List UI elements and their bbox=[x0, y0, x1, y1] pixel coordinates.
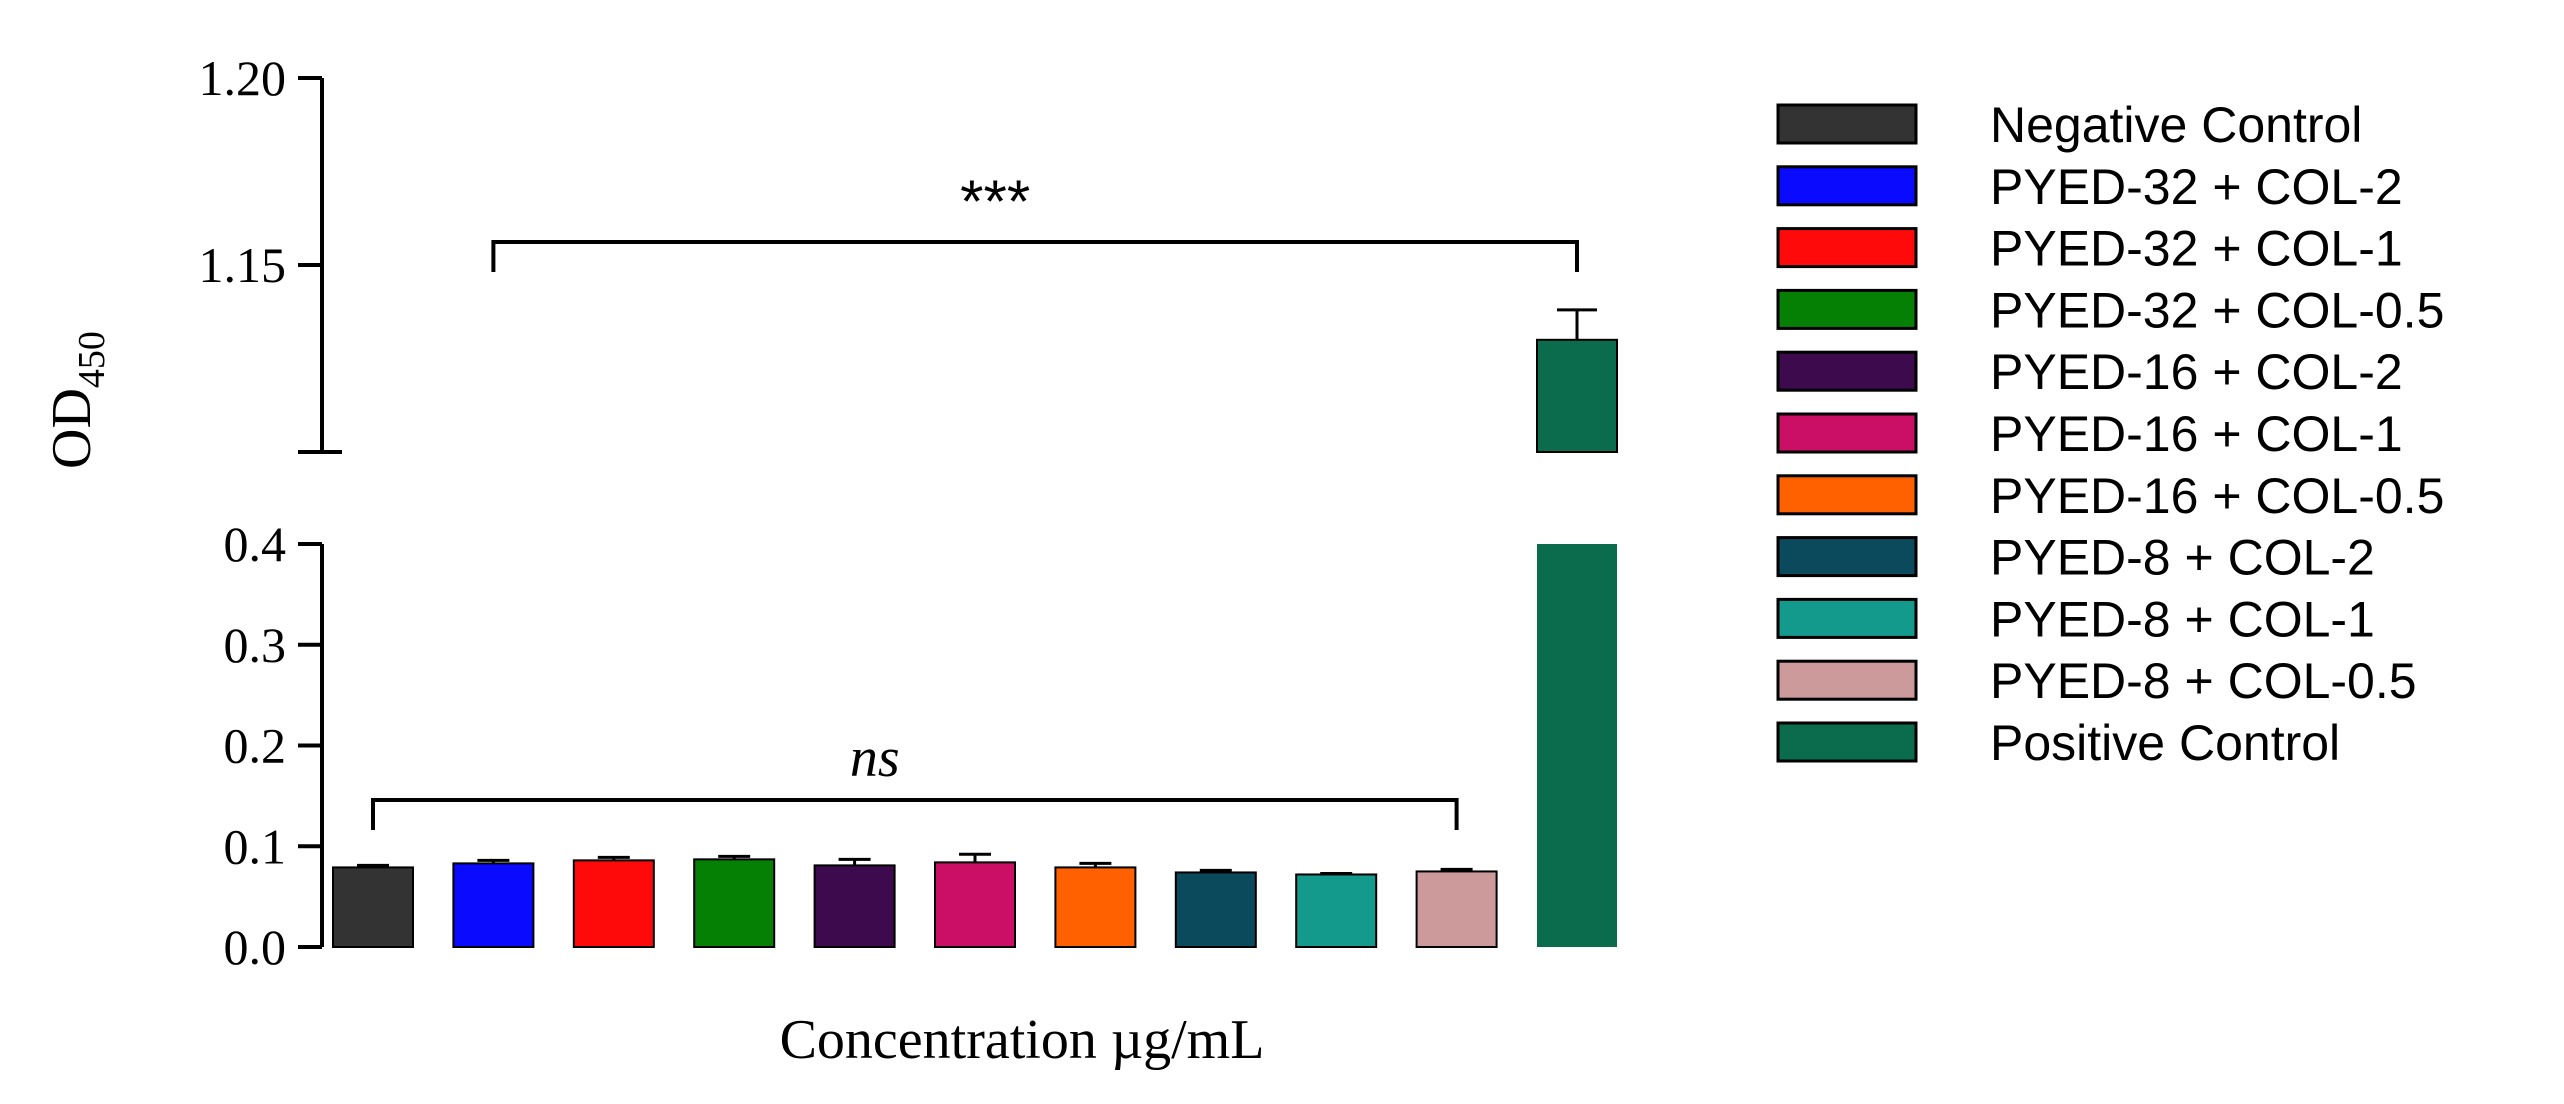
legend-label: PYED-32 + COL-0.5 bbox=[1990, 282, 2444, 338]
legend-label: PYED-16 + COL-0.5 bbox=[1990, 468, 2444, 524]
legend-swatch bbox=[1776, 721, 1918, 763]
legend-label: PYED-8 + COL-2 bbox=[1990, 530, 2375, 586]
significance-annotations: *** ns bbox=[371, 168, 1579, 830]
bar bbox=[1295, 873, 1378, 949]
legend-label: PYED-32 + COL-2 bbox=[1990, 159, 2403, 215]
y-tick-label: 0.0 bbox=[224, 919, 287, 975]
bars bbox=[332, 338, 1618, 949]
bar bbox=[572, 859, 655, 948]
bar-upper-segment bbox=[1536, 338, 1618, 453]
error-bars bbox=[357, 308, 1597, 875]
x-axis-title: Concentration µg/mL bbox=[780, 1009, 1265, 1071]
bar bbox=[452, 862, 535, 948]
y-axis-title-subscript: 450 bbox=[71, 331, 113, 388]
bar bbox=[332, 866, 414, 948]
legend-swatch bbox=[1776, 288, 1918, 330]
bar bbox=[693, 858, 776, 948]
legend-label: PYED-8 + COL-1 bbox=[1990, 591, 2375, 647]
y-ticks: 0.0 0.1 0.2 0.3 0.4 1.15 1.20 bbox=[199, 50, 322, 975]
bar bbox=[1174, 871, 1257, 949]
bar bbox=[934, 861, 1016, 948]
y-tick-label: 0.4 bbox=[224, 516, 287, 572]
bar bbox=[1415, 870, 1498, 948]
legend-label: PYED-16 + COL-2 bbox=[1990, 344, 2403, 400]
legend-label: PYED-8 + COL-0.5 bbox=[1990, 653, 2417, 709]
legend-swatch bbox=[1776, 165, 1918, 207]
bar bbox=[1537, 544, 1617, 947]
y-axis-title-main: OD bbox=[41, 388, 103, 469]
legend-swatch bbox=[1776, 536, 1918, 578]
legend-swatch bbox=[1776, 227, 1918, 269]
legend-label: Negative Control bbox=[1990, 97, 2362, 153]
significance-label: ns bbox=[850, 727, 900, 789]
legend-swatch bbox=[1776, 103, 1918, 145]
axes bbox=[298, 78, 342, 947]
y-tick-label: 0.3 bbox=[224, 617, 287, 673]
significance-bracket bbox=[371, 798, 1459, 830]
legend-label: PYED-16 + COL-1 bbox=[1990, 406, 2403, 462]
legend-swatch bbox=[1776, 474, 1918, 516]
significance-bracket bbox=[491, 240, 1579, 272]
legend-swatch bbox=[1776, 412, 1918, 454]
legend: Negative Control PYED-32 + COL-2 PYED-32 +… bbox=[1776, 97, 2444, 771]
y-axis-title: OD450 bbox=[41, 331, 113, 469]
legend-swatch bbox=[1776, 597, 1918, 639]
legend-label: Positive Control bbox=[1990, 715, 2340, 771]
bar bbox=[813, 864, 896, 949]
y-tick-label: 0.1 bbox=[224, 818, 287, 874]
y-tick-label: 1.15 bbox=[199, 237, 287, 293]
legend-label: PYED-32 + COL-1 bbox=[1990, 221, 2403, 277]
bar bbox=[1054, 866, 1137, 948]
y-tick-label: 0.2 bbox=[224, 718, 287, 774]
significance-label: *** bbox=[960, 168, 1030, 235]
legend-swatch bbox=[1776, 659, 1918, 701]
legend-swatch bbox=[1776, 350, 1918, 392]
y-tick-label: 1.20 bbox=[199, 50, 287, 106]
